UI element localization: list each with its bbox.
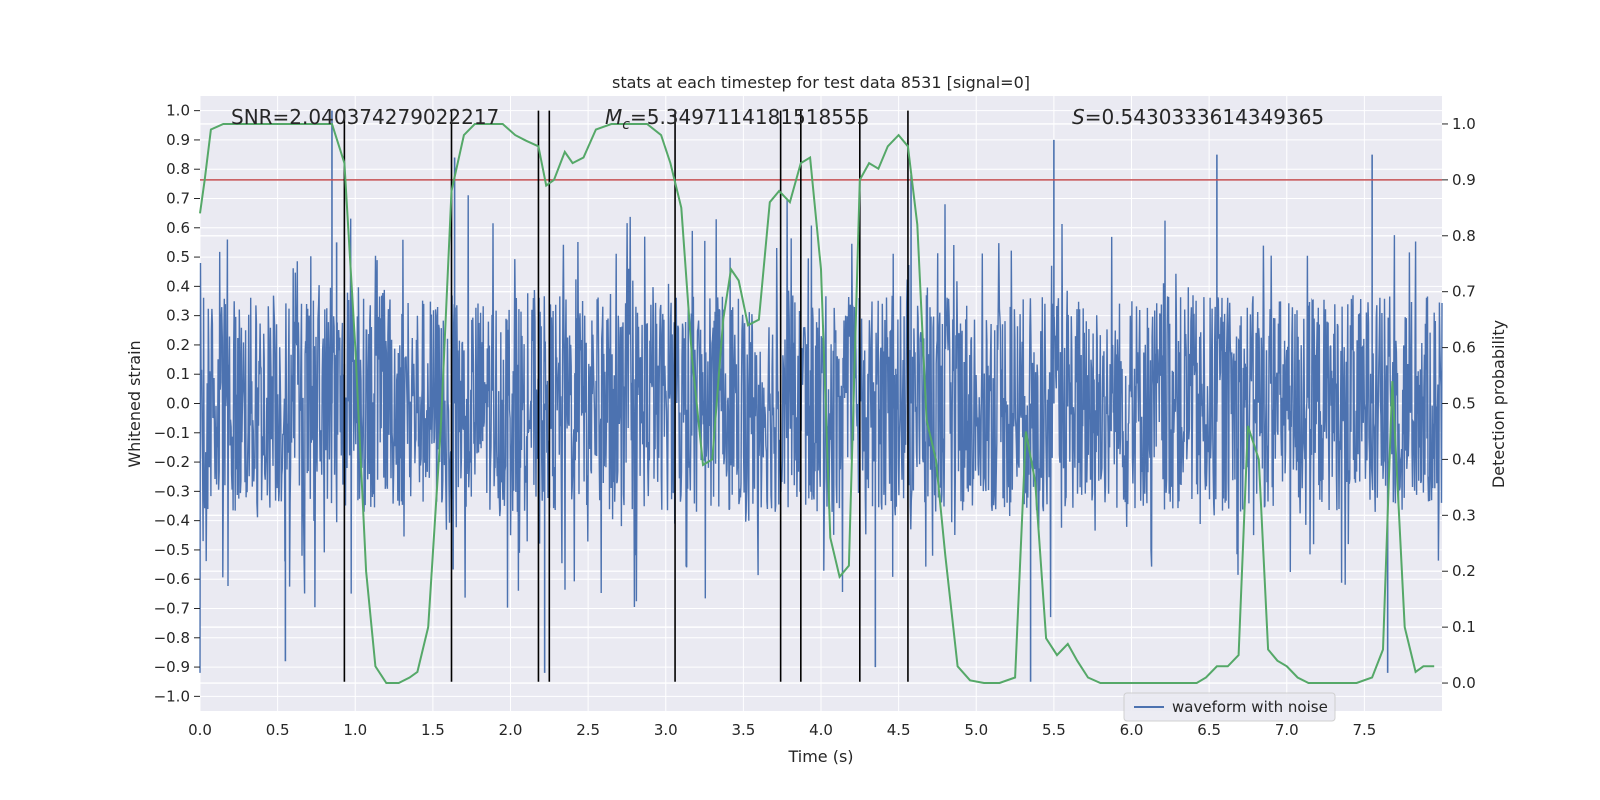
chirp-mass-symbol: M	[605, 105, 622, 129]
x-tick-label: 3.0	[654, 721, 678, 739]
x-tick-label: 2.0	[499, 721, 523, 739]
s-symbol: S	[1072, 105, 1085, 129]
right-y-tick-label: 0.2	[1452, 562, 1476, 580]
x-tick-label: 4.5	[887, 721, 911, 739]
left-y-tick-label: −0.4	[154, 512, 190, 530]
right-y-tick-label: 1.0	[1452, 115, 1476, 133]
s-annotation: S=0.5430333614349365	[1072, 105, 1324, 129]
snr-annotation: SNR=2.040374279022217	[231, 105, 499, 129]
right-y-tick-label: 0.6	[1452, 339, 1476, 357]
right-y-tick-label: 0.7	[1452, 283, 1476, 301]
x-tick-label: 1.0	[343, 721, 367, 739]
x-axis-label: Time (s)	[787, 747, 853, 766]
right-y-tick-label: 0.8	[1452, 227, 1476, 245]
x-tick-label: 2.5	[576, 721, 600, 739]
right-y-axis-label: Detection probability	[1489, 320, 1508, 488]
left-y-tick-label: −0.1	[154, 424, 190, 442]
left-y-tick-label: −0.3	[154, 482, 190, 500]
right-y-tick-label: 0.3	[1452, 506, 1476, 524]
left-y-tick-label: 0.6	[166, 219, 190, 237]
left-y-tick-label: 1.0	[166, 102, 190, 120]
left-y-tick-label: 0.7	[166, 190, 190, 208]
left-y-axis-label: Whitened strain	[125, 340, 144, 467]
x-axis-ticks: 0.0 0.5 1.0 1.5 2.0 2.5 3.0 3.5 4.0 4.5 5.0 5.5 6.0 6…	[188, 721, 1376, 739]
x-tick-label: 7.5	[1352, 721, 1376, 739]
legend-box	[1123, 692, 1336, 722]
left-y-tick-label: 0.0	[166, 395, 190, 413]
left-y-tick-label: 0.3	[166, 307, 190, 325]
right-y-axis-ticks: 1.0 0.9 0.8 0.7 0.6 0.5 0.4 0.3 0.2 0.1 0.0	[1442, 115, 1476, 692]
right-y-tick-label: 0.5	[1452, 395, 1476, 413]
detection-probability-line	[199, 123, 1435, 684]
left-y-tick-label: −1.0	[154, 687, 190, 705]
x-tick-label: 6.5	[1197, 721, 1221, 739]
left-y-tick-label: −0.9	[154, 658, 190, 676]
left-y-tick-label: 0.1	[166, 365, 190, 383]
left-y-tick-label: −0.8	[154, 629, 190, 647]
chirp-mass-value: =5.3497114181518555	[630, 105, 869, 129]
x-tick-label: 7.0	[1275, 721, 1299, 739]
left-y-tick-label: 0.9	[166, 131, 190, 149]
x-tick-label: 3.5	[731, 721, 755, 739]
left-y-tick-label: −0.2	[154, 453, 190, 471]
right-y-tick-label: 0.1	[1452, 618, 1476, 636]
x-tick-label: 5.5	[1042, 721, 1066, 739]
right-y-tick-label: 0.4	[1452, 450, 1476, 468]
right-y-tick-label: 0.0	[1452, 674, 1476, 692]
left-y-tick-label: −0.6	[154, 570, 190, 588]
legend-label: waveform with noise	[1172, 698, 1328, 716]
left-y-tick-label: 0.5	[166, 248, 190, 266]
left-y-tick-label: 0.4	[166, 277, 190, 295]
left-y-tick-label: 0.8	[166, 160, 190, 178]
legend: waveform with noise	[1123, 692, 1336, 722]
waveform-trace	[199, 195, 1443, 673]
chart-title: stats at each timestep for test data 853…	[612, 73, 1030, 92]
s-value: =0.5430333614349365	[1085, 105, 1324, 129]
x-tick-label: 1.5	[421, 721, 445, 739]
event-lines	[343, 110, 909, 682]
waveform-series	[199, 110, 1443, 682]
x-tick-label: 0.5	[266, 721, 290, 739]
right-y-tick-label: 0.9	[1452, 171, 1476, 189]
x-tick-label: 0.0	[188, 721, 212, 739]
x-tick-label: 5.0	[964, 721, 988, 739]
left-y-axis-ticks: 1.0 0.9 0.8 0.7 0.6 0.5 0.4 0.3 0.2 0.1 0.0 −0.1 −0.…	[154, 102, 200, 705]
left-y-tick-label: −0.7	[154, 600, 190, 618]
x-tick-label: 4.0	[809, 721, 833, 739]
left-y-tick-label: 0.2	[166, 336, 190, 354]
chirp-mass-subscript: c	[622, 117, 630, 133]
chirp-mass-annotation: Mc=5.3497114181518555	[605, 105, 869, 133]
x-tick-label: 6.0	[1120, 721, 1144, 739]
left-y-tick-label: −0.5	[154, 541, 190, 559]
